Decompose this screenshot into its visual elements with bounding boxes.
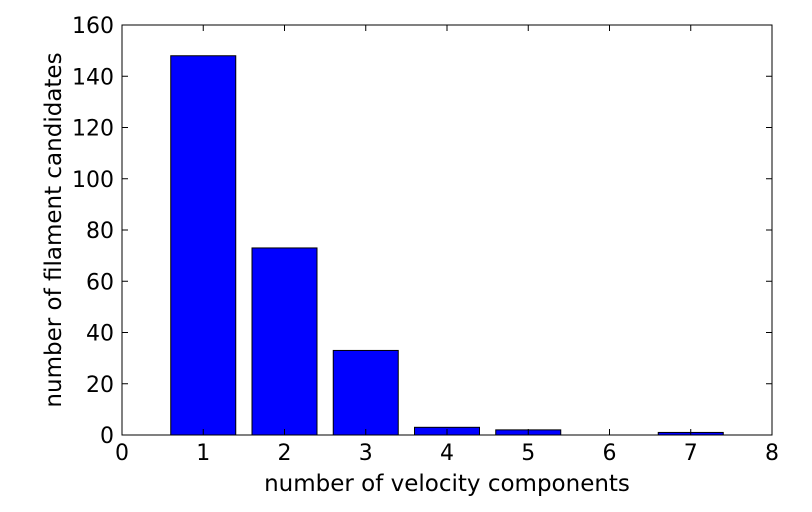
- y-tick-label-60: 60: [86, 270, 114, 295]
- y-tick-label-80: 80: [86, 219, 114, 244]
- y-tick-label-0: 0: [100, 424, 114, 449]
- x-tick-label-8: 8: [765, 441, 779, 466]
- bar-3: [332, 349, 399, 436]
- x-axis-title: number of velocity components: [264, 471, 630, 497]
- x-tick-label-3: 3: [359, 441, 373, 466]
- y-tick-label-100: 100: [72, 168, 114, 193]
- y-tick-label-20: 20: [86, 373, 114, 398]
- x-tick-label-0: 0: [115, 441, 129, 466]
- x-tick-label-4: 4: [440, 441, 454, 466]
- y-tick-label-140: 140: [72, 65, 114, 90]
- y-tick-label-40: 40: [86, 322, 114, 347]
- x-tick-label-6: 6: [603, 441, 617, 466]
- y-tick-label-160: 160: [72, 14, 114, 39]
- x-tick-label-7: 7: [684, 441, 698, 466]
- y-axis-title: number of filament candidates: [41, 52, 67, 407]
- y-tick-label-120: 120: [72, 117, 114, 142]
- x-tick-label-2: 2: [278, 441, 292, 466]
- x-tick-label-1: 1: [196, 441, 210, 466]
- bar-2: [251, 247, 318, 436]
- x-tick-label-5: 5: [521, 441, 535, 466]
- bar-1: [170, 55, 237, 436]
